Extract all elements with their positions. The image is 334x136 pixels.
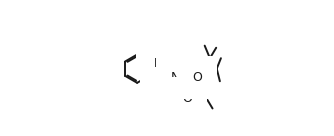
Text: NH: NH — [154, 57, 171, 70]
Text: O: O — [182, 92, 192, 104]
Text: N: N — [171, 71, 181, 84]
Text: F: F — [151, 46, 158, 59]
Text: O: O — [192, 71, 202, 84]
